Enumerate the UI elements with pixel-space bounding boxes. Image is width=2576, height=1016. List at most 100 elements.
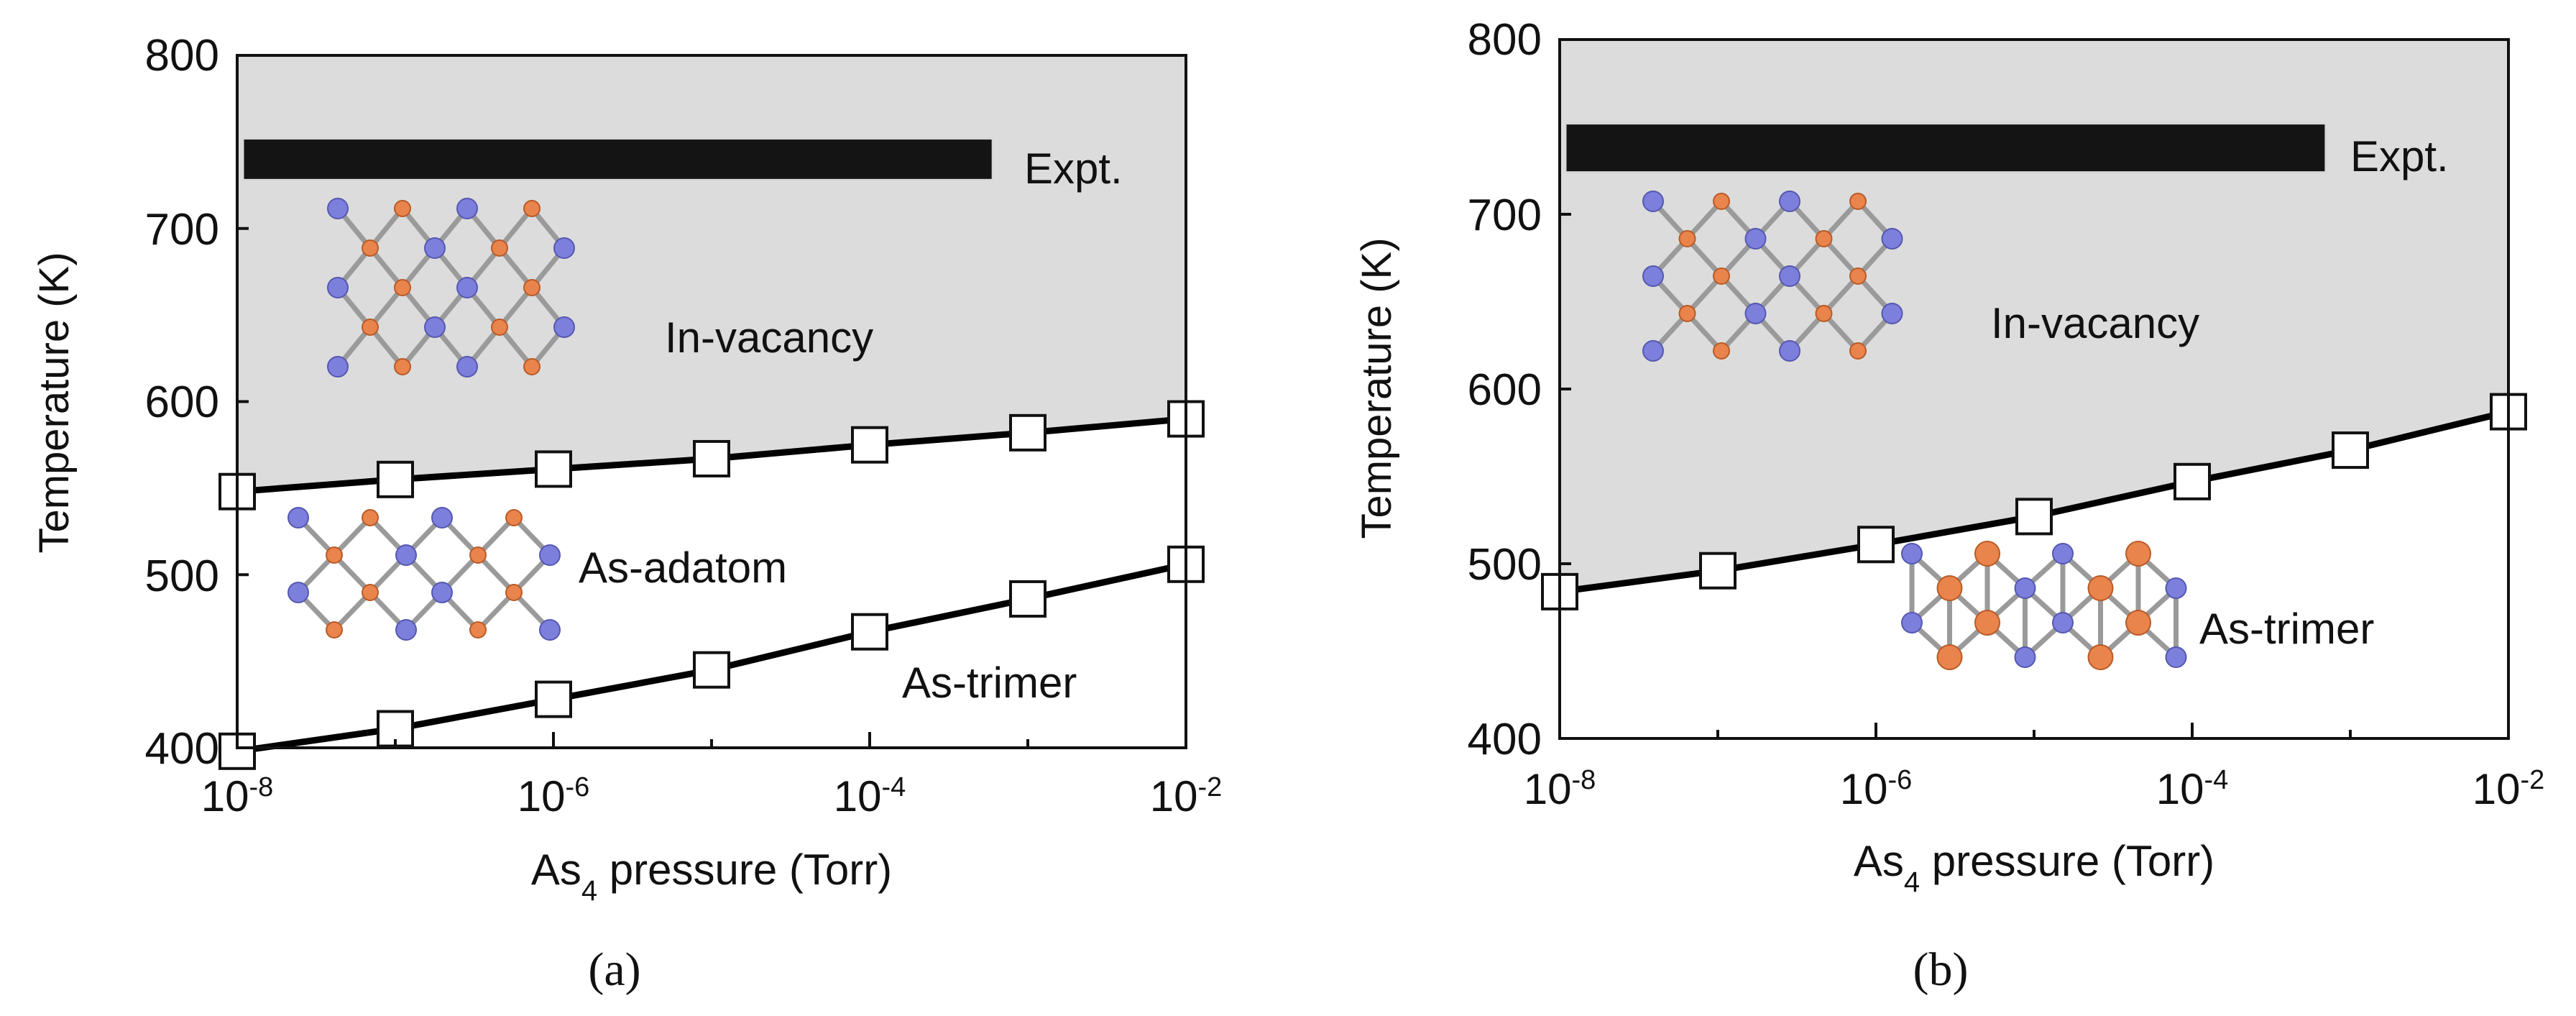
- as-atom: [505, 584, 523, 601]
- y-tick-label: 700: [145, 205, 219, 255]
- x-tick-label: 10-4: [2156, 765, 2229, 813]
- in-atom: [1779, 191, 1800, 212]
- as-atom: [523, 200, 540, 217]
- tick-marks-a: [236, 54, 1187, 749]
- as-atom: [394, 358, 411, 375]
- data-point-marker: [377, 460, 414, 498]
- as-atom: [469, 546, 487, 564]
- as-atom: [362, 584, 379, 601]
- data-point-marker: [851, 613, 888, 651]
- y-tick-label: 500: [1468, 540, 1542, 590]
- as-atom: [362, 239, 379, 257]
- as-atom: [469, 621, 487, 639]
- in-atom: [1744, 303, 1767, 324]
- as-atom: [505, 509, 523, 526]
- region-label-in-vacancy: In-vacancy: [665, 314, 873, 362]
- as-atom: [394, 279, 411, 296]
- data-point-marker: [693, 651, 730, 689]
- in-atom: [1779, 265, 1800, 287]
- y-tick-label: 600: [1468, 365, 1542, 415]
- in-atom: [456, 356, 478, 377]
- expt-bar-a: [242, 137, 994, 181]
- region-label-as-trimer: As-trimer: [2199, 605, 2374, 653]
- bond: [332, 590, 372, 632]
- panel-label-a: (a): [588, 943, 640, 996]
- in-vacancy-structure-icon-b: [1642, 191, 1903, 362]
- y-axis-label: Temperature (K): [1353, 237, 1400, 539]
- y-axis-label: Temperature (K): [31, 252, 78, 553]
- in-atom: [2052, 543, 2074, 564]
- in-atom: [2014, 577, 2036, 599]
- as-atom: [523, 279, 540, 296]
- as-atom: [326, 546, 343, 564]
- data-point-marker: [1699, 552, 1736, 590]
- in-atom: [1901, 612, 1923, 633]
- y-tick-label: 400: [145, 724, 219, 774]
- y-tick-label: 700: [1468, 191, 1542, 240]
- bond: [476, 553, 516, 595]
- bond: [476, 516, 516, 557]
- panel-b: 800 700 600 500 400 10-8 10-6 10-4 10-2 …: [1353, 15, 2544, 996]
- data-point-marker: [2174, 462, 2211, 500]
- data-point-marker: [535, 680, 572, 718]
- in-atom: [327, 277, 349, 298]
- region-label-as-trimer: As-trimer: [902, 659, 1077, 707]
- y-tick-label: 400: [1468, 715, 1542, 764]
- in-atom: [2014, 646, 2036, 668]
- x-axis-label: As4 pressure (Torr): [1854, 837, 2214, 898]
- y-tick-label: 600: [145, 377, 219, 427]
- as-atom: [1678, 230, 1696, 247]
- bond: [476, 590, 516, 632]
- in-atom: [327, 356, 349, 377]
- in-atom: [288, 507, 309, 528]
- as-atom: [394, 200, 411, 217]
- in-atom: [327, 198, 349, 219]
- as-atom: [1713, 193, 1730, 210]
- as-atom: [491, 239, 508, 257]
- as-atom: [1849, 267, 1867, 285]
- x-tick-label: 10-4: [834, 772, 906, 820]
- as-atom: [1713, 342, 1730, 360]
- x-tick-label: 10-2: [2472, 765, 2545, 813]
- region-label-in-vacancy: In-vacancy: [1991, 299, 2199, 347]
- in-atom: [431, 507, 453, 528]
- x-tick-label: 10-6: [518, 772, 590, 820]
- in-atom: [1881, 303, 1903, 324]
- in-atom: [539, 619, 561, 641]
- in-atom: [1642, 191, 1664, 212]
- in-atom: [395, 619, 417, 641]
- in-atom: [2165, 646, 2187, 668]
- in-atom: [456, 277, 478, 298]
- in-vacancy-structure-icon-a: [327, 198, 575, 377]
- x-tick-label: 10-8: [1524, 765, 1596, 813]
- in-atom: [539, 544, 561, 566]
- expt-label: Expt.: [2350, 132, 2449, 180]
- as-atom: [326, 621, 343, 639]
- in-atom: [553, 316, 575, 338]
- x-tick-label: 10-2: [1150, 772, 1223, 820]
- in-atom: [424, 316, 446, 338]
- panel-label-b: (b): [1913, 943, 1969, 996]
- in-atom: [456, 198, 478, 219]
- data-point-marker: [2332, 431, 2369, 470]
- as-atom: [1678, 305, 1696, 322]
- y-tick-label: 800: [145, 31, 219, 81]
- y-tick-label: 800: [1468, 15, 1542, 65]
- as-atom: [1815, 230, 1833, 247]
- x-tick-label: 10-6: [1840, 765, 1913, 813]
- as-atom: [1936, 644, 1963, 670]
- in-atom: [431, 582, 453, 603]
- x-axis-label: As4 pressure (Torr): [531, 846, 892, 907]
- as-atom: [2125, 610, 2151, 636]
- x-tick-label: 10-8: [201, 772, 274, 820]
- as-atom: [1849, 342, 1867, 360]
- in-atom: [1744, 228, 1767, 250]
- region-label-as-adatom: As-adatom: [579, 544, 787, 592]
- in-atom: [1779, 340, 1800, 362]
- as-atom: [362, 509, 379, 526]
- as-atom: [2087, 575, 2114, 601]
- in-atom: [395, 544, 417, 566]
- data-point-marker: [535, 450, 572, 488]
- in-atom: [2052, 612, 2074, 633]
- as-atom: [1974, 541, 2000, 567]
